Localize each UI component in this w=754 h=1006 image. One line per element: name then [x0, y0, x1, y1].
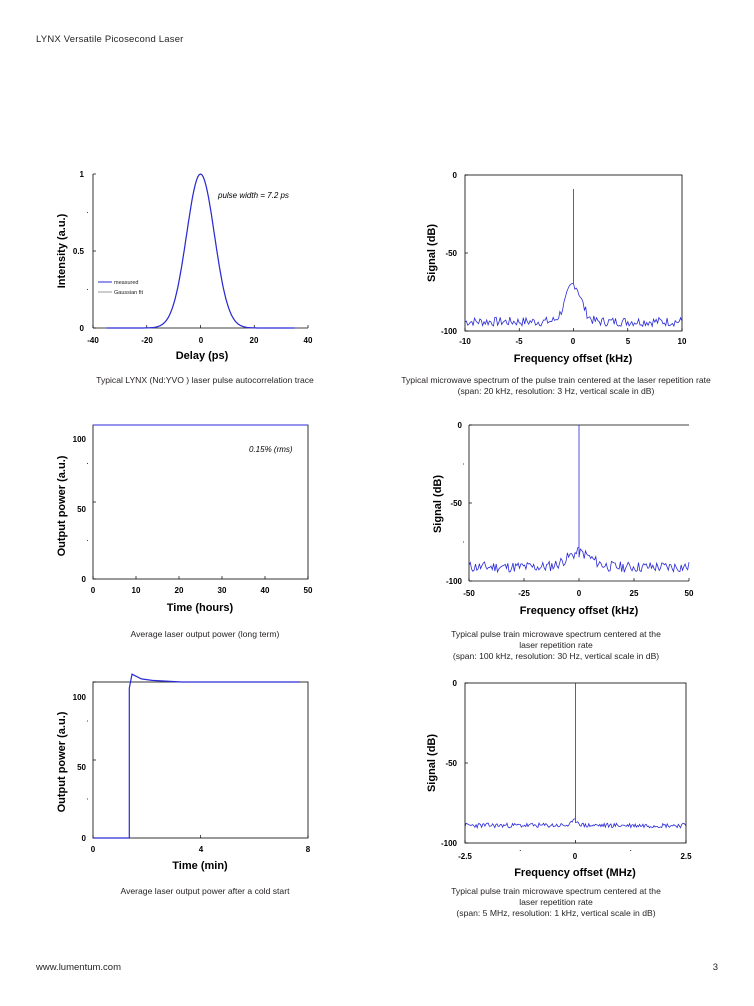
xtick-label: -25	[518, 589, 530, 598]
caption-line: (span: 5 MHz, resolution: 1 kHz, vertica…	[456, 908, 656, 918]
x-axis-label: Frequency offset (kHz)	[520, 605, 639, 617]
spectrum-line	[464, 683, 687, 829]
legend-label-gaussian-fit: Gaussian fit	[114, 290, 144, 296]
ytick-label: -100	[441, 327, 458, 336]
xtick-label: 20	[175, 586, 184, 595]
xtick-label: 0	[91, 845, 96, 854]
y-axis-label: Output power (a.u.)	[56, 711, 68, 812]
caption-spectrum-20khz: Typical microwave spectrum of the pulse …	[401, 375, 711, 396]
caption-line: laser repetition rate	[519, 897, 593, 907]
caption-power-long-term: Average laser output power (long term)	[130, 629, 280, 639]
xtick-label: 25	[630, 589, 639, 598]
ytick-label: 0	[82, 834, 87, 843]
ytick-label: 0	[458, 421, 463, 430]
ytick-label: 0	[453, 171, 458, 180]
caption-line: (span: 100 kHz, resolution: 30 Hz, verti…	[452, 651, 660, 661]
ytick-label: 100	[73, 693, 87, 702]
ytick-label: -100	[446, 577, 463, 586]
caption-line: Typical pulse train microwave spectrum c…	[451, 629, 661, 639]
ytick-label: 0	[80, 324, 85, 333]
ytick-label: 50	[77, 505, 86, 514]
xtick-label: 30	[218, 586, 227, 595]
xtick-label: 8	[306, 845, 311, 854]
legend-label-measured: measured	[114, 280, 138, 286]
y-axis-label: Signal (dB)	[426, 734, 438, 792]
xtick-label: 20	[250, 336, 259, 345]
caption-power-cold-start: Average laser output power after a cold …	[120, 886, 290, 896]
ytick-label: 1	[80, 170, 85, 179]
caption-autocorrelation: Typical LYNX (Nd:YVO ) laser pulse autoc…	[96, 375, 314, 385]
caption-line: laser repetition rate	[519, 640, 593, 650]
caption-line: Typical pulse train microwave spectrum c…	[451, 886, 661, 896]
xtick-label: -50	[463, 589, 475, 598]
xtick-label: 0	[573, 852, 578, 861]
caption-spectrum-5mhz: Typical pulse train microwave spectrum c…	[398, 886, 714, 919]
ytick-label: 0	[82, 575, 87, 584]
measured-line	[106, 173, 295, 329]
ytick-label: -50	[450, 499, 462, 508]
spectrum-line	[468, 425, 690, 574]
x-axis-label: Time (min)	[172, 860, 228, 872]
ytick-label: -50	[445, 249, 457, 258]
ytick-label: -100	[441, 839, 458, 848]
x-axis-label: Frequency offset (MHz)	[514, 867, 636, 879]
y-axis-label: Intensity (a.u.)	[56, 213, 68, 288]
footer-url[interactable]: www.lumentum.com	[36, 962, 121, 973]
document-header: LYNX Versatile Picosecond Laser	[36, 34, 184, 45]
xtick-label: 40	[304, 336, 313, 345]
y-axis-label: Output power (a.u.)	[56, 455, 68, 556]
y-axis-label: Signal (dB)	[432, 475, 444, 533]
xtick-label: 4	[199, 845, 204, 854]
xtick-label: 40	[261, 586, 270, 595]
ytick-label: 50	[77, 763, 86, 772]
rms-annotation: 0.15% (rms)	[249, 445, 293, 454]
xtick-label: 0	[91, 586, 96, 595]
xtick-label: 0	[571, 337, 576, 346]
spectrum-line	[464, 189, 683, 328]
ytick-label: -50	[445, 759, 457, 768]
power-line	[93, 673, 300, 839]
xtick-label: 0	[577, 589, 582, 598]
xtick-label: -2.5	[458, 852, 472, 861]
xtick-label: 50	[685, 589, 694, 598]
xtick-label: -5	[515, 337, 523, 346]
pulse-width-annotation: pulse width = 7.2 ps	[217, 191, 289, 200]
caption-spectrum-100khz: Typical pulse train microwave spectrum c…	[398, 629, 714, 662]
xtick-label: -40	[87, 336, 99, 345]
xtick-label: 10	[678, 337, 687, 346]
xtick-label: -20	[141, 336, 153, 345]
x-axis-label: Delay (ps)	[176, 350, 229, 362]
ytick-label: 0.5	[73, 247, 85, 256]
xtick-label: 2.5	[680, 852, 692, 861]
ytick-label: 0	[453, 679, 458, 688]
xtick-label: 0	[199, 336, 204, 345]
x-axis-label: Frequency offset (kHz)	[514, 353, 633, 365]
xtick-label: 50	[304, 586, 313, 595]
x-axis-label: Time (hours)	[167, 602, 234, 614]
xtick-label: -10	[459, 337, 471, 346]
xtick-label: 5	[626, 337, 631, 346]
xtick-label: 10	[132, 586, 141, 595]
ytick-label: 100	[73, 435, 87, 444]
page-number: 3	[712, 962, 718, 973]
y-axis-label: Signal (dB)	[426, 224, 438, 282]
